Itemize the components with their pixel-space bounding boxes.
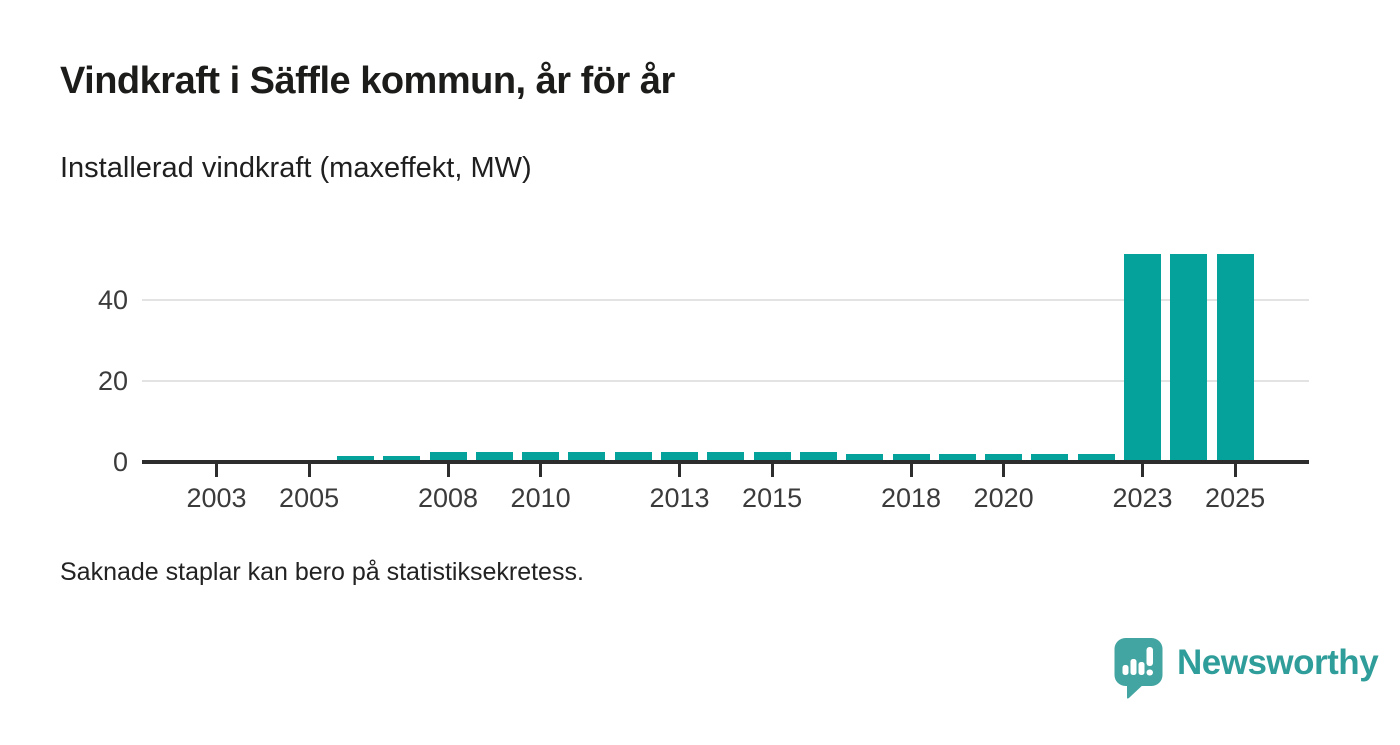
x-tick-2018 xyxy=(909,462,913,477)
x-tick-label-2013: 2013 xyxy=(649,483,710,513)
footnote: Saknade staplar kan bero på statistiksek… xyxy=(60,558,584,586)
gridline-20 xyxy=(142,379,1309,382)
bar-2011 xyxy=(568,451,605,462)
y-tick-label-40: 40 xyxy=(97,284,128,315)
x-tick-2013 xyxy=(678,462,681,477)
chart-subtitle: Installerad vindkraft (maxeffekt, MW) xyxy=(60,152,532,184)
bar-2013 xyxy=(661,451,698,462)
bar-2023 xyxy=(1124,253,1161,462)
plot-area: 0 20 40 2003 2005 2008 2010 2013 2015 2018 2020 202… xyxy=(97,253,1309,513)
bar-2006 xyxy=(337,455,374,462)
x-tick-2010 xyxy=(539,462,543,477)
bar-2007 xyxy=(383,455,420,462)
x-tick-2025 xyxy=(1233,462,1237,477)
newsworthy-logo: Newsworthy xyxy=(1114,638,1379,700)
x-tick-label-2003: 2003 xyxy=(186,483,247,513)
x-tick-label-2018: 2018 xyxy=(880,483,942,513)
gridline-40 xyxy=(142,298,1309,301)
x-tick-label-2025: 2025 xyxy=(1205,483,1266,513)
bar-2017 xyxy=(846,453,883,462)
bar-2019 xyxy=(939,453,976,462)
bar-2015 xyxy=(754,451,791,462)
bar-2021 xyxy=(1031,453,1068,462)
x-tick-2015 xyxy=(770,462,774,477)
bar-2022 xyxy=(1078,453,1115,462)
x-tick-2008 xyxy=(446,462,450,477)
x-tick-label-2005: 2005 xyxy=(279,483,340,513)
bar-2010 xyxy=(522,451,559,462)
bar-2020 xyxy=(985,453,1022,462)
x-tick-2005 xyxy=(307,462,311,477)
bar-2025 xyxy=(1217,253,1254,462)
x-axis-line xyxy=(142,459,1309,464)
x-tick-label-2020: 2020 xyxy=(973,483,1034,513)
x-tick-2003 xyxy=(215,462,218,477)
bar-2009 xyxy=(476,451,513,462)
x-tick-label-2015: 2015 xyxy=(742,483,803,513)
y-tick-label-20: 20 xyxy=(97,365,128,396)
bar-2024 xyxy=(1170,253,1207,462)
x-tick-label-2010: 2010 xyxy=(510,483,571,513)
x-tick-label-2023: 2023 xyxy=(1112,483,1173,513)
bar-2016 xyxy=(800,451,837,462)
x-tick-2020 xyxy=(1002,462,1006,477)
bar-2008 xyxy=(430,451,467,462)
y-tick-label-0: 0 xyxy=(112,446,128,477)
bar-2018 xyxy=(893,453,930,462)
brand-wordmark: Newsworthy xyxy=(1177,643,1379,682)
bar-2012 xyxy=(615,451,652,462)
chart-title: Vindkraft i Säffle kommun, år för år xyxy=(60,60,675,102)
x-tick-2023 xyxy=(1141,462,1144,477)
bar-chart-speech-bubble-icon xyxy=(1114,638,1163,699)
bar-2014 xyxy=(707,451,744,462)
x-tick-label-2008: 2008 xyxy=(417,483,479,513)
